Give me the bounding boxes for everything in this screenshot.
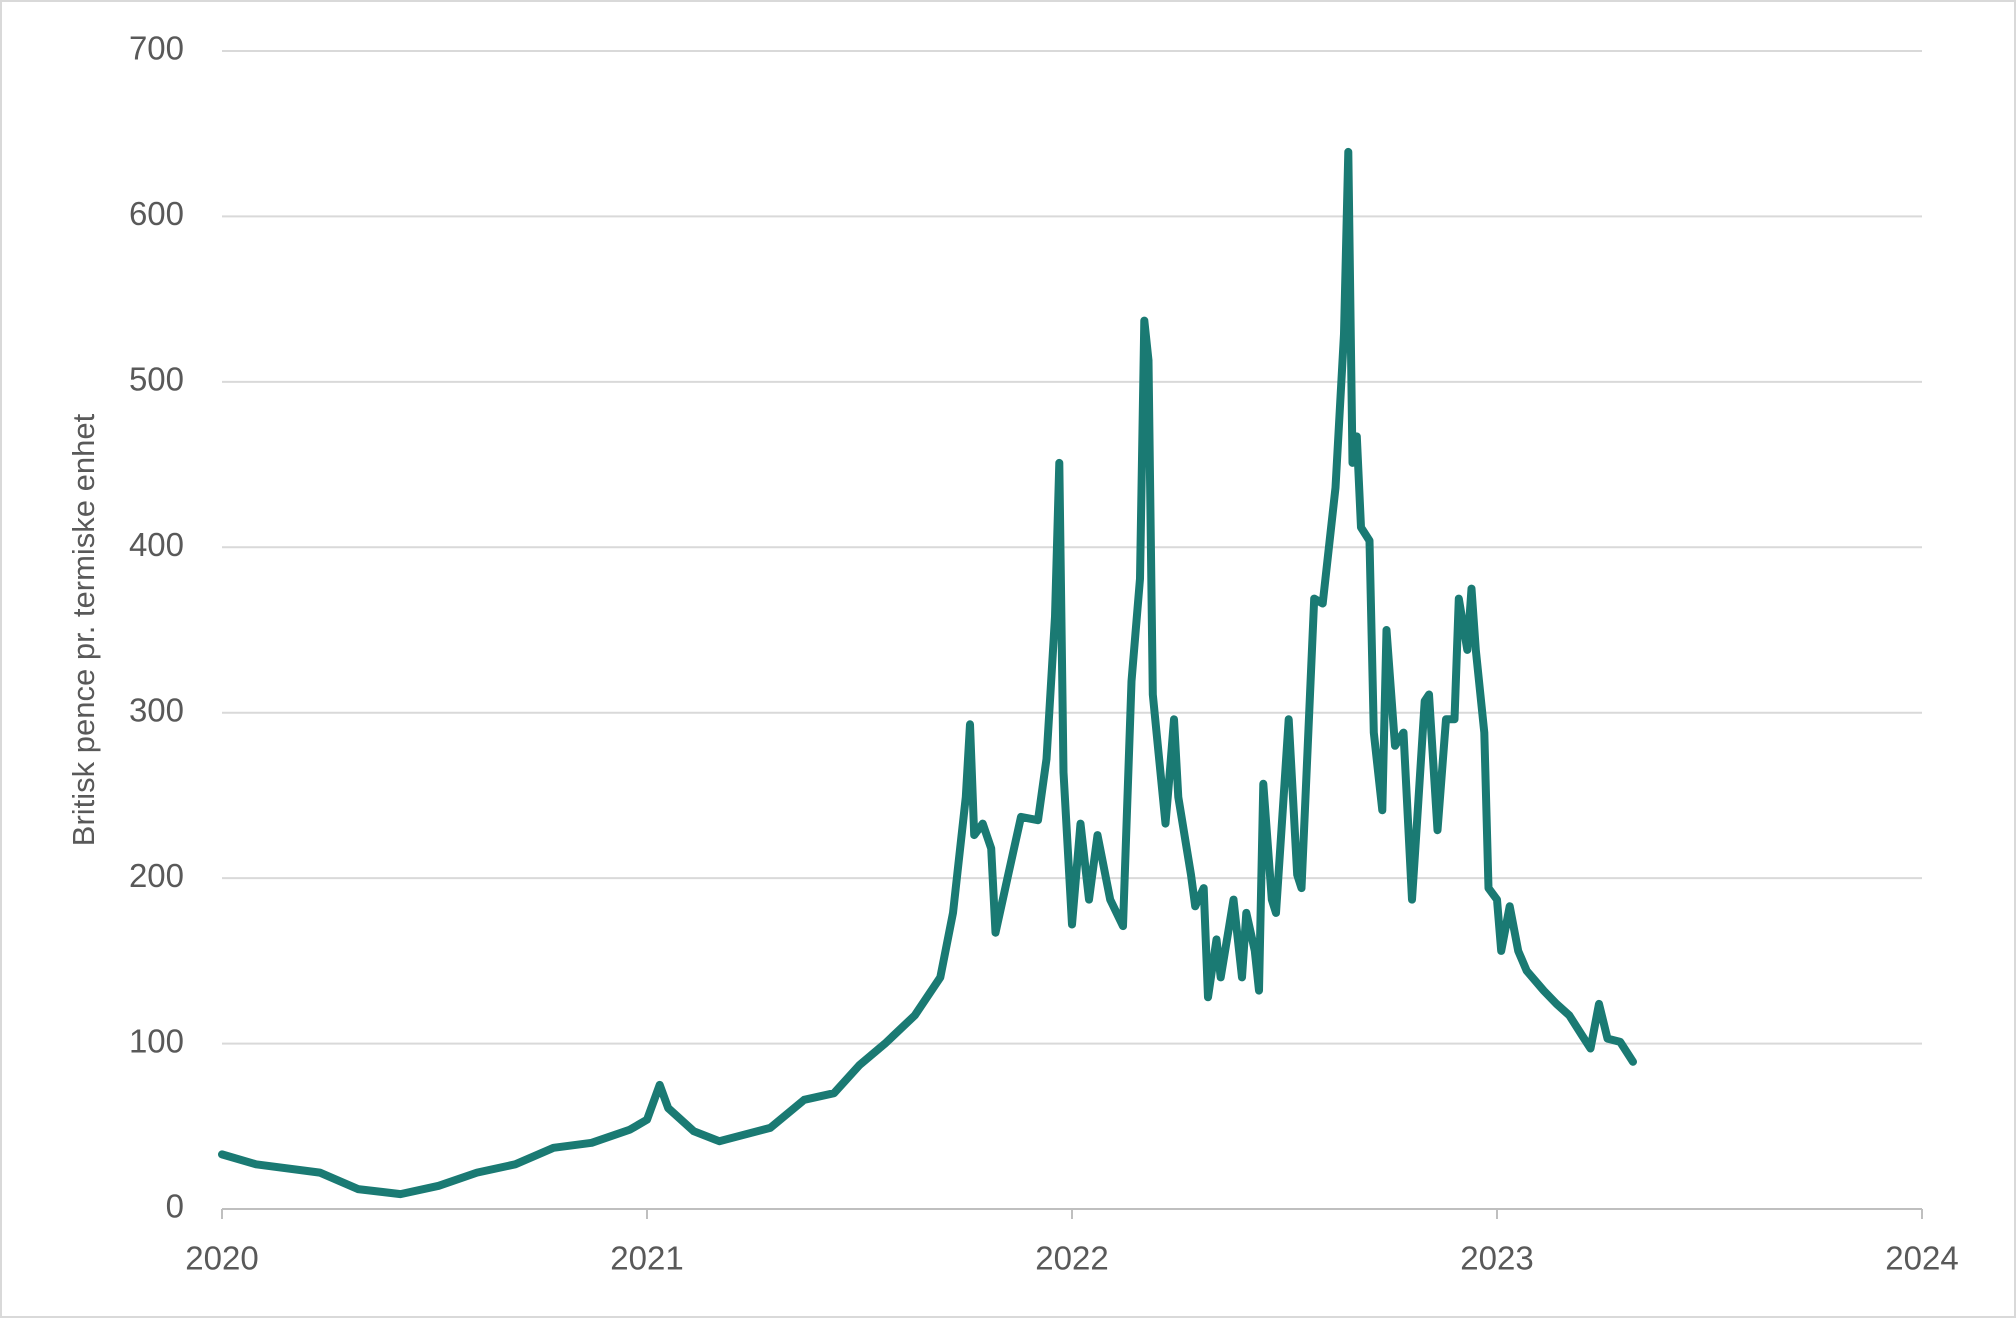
y-axis-label: Britisk pence pr. termiske enhet: [66, 413, 101, 846]
data-line: [218, 147, 1637, 1199]
y-tick-label: 700: [129, 30, 184, 67]
x-tick-label: 2023: [1460, 1240, 1533, 1277]
x-tick-label: 2024: [1885, 1240, 1958, 1277]
y-tick-label: 100: [129, 1022, 184, 1059]
y-tick-label: 0: [166, 1188, 184, 1225]
x-tick-label: 2021: [610, 1240, 683, 1277]
x-tick-label: 2022: [1035, 1240, 1108, 1277]
y-tick-label: 200: [129, 857, 184, 894]
y-tick-label: 500: [129, 361, 184, 398]
y-tick-label: 400: [129, 526, 184, 563]
x-tick-label: 2020: [185, 1240, 258, 1277]
y-tick-label: 600: [129, 195, 184, 232]
y-tick-label: 300: [129, 691, 184, 728]
